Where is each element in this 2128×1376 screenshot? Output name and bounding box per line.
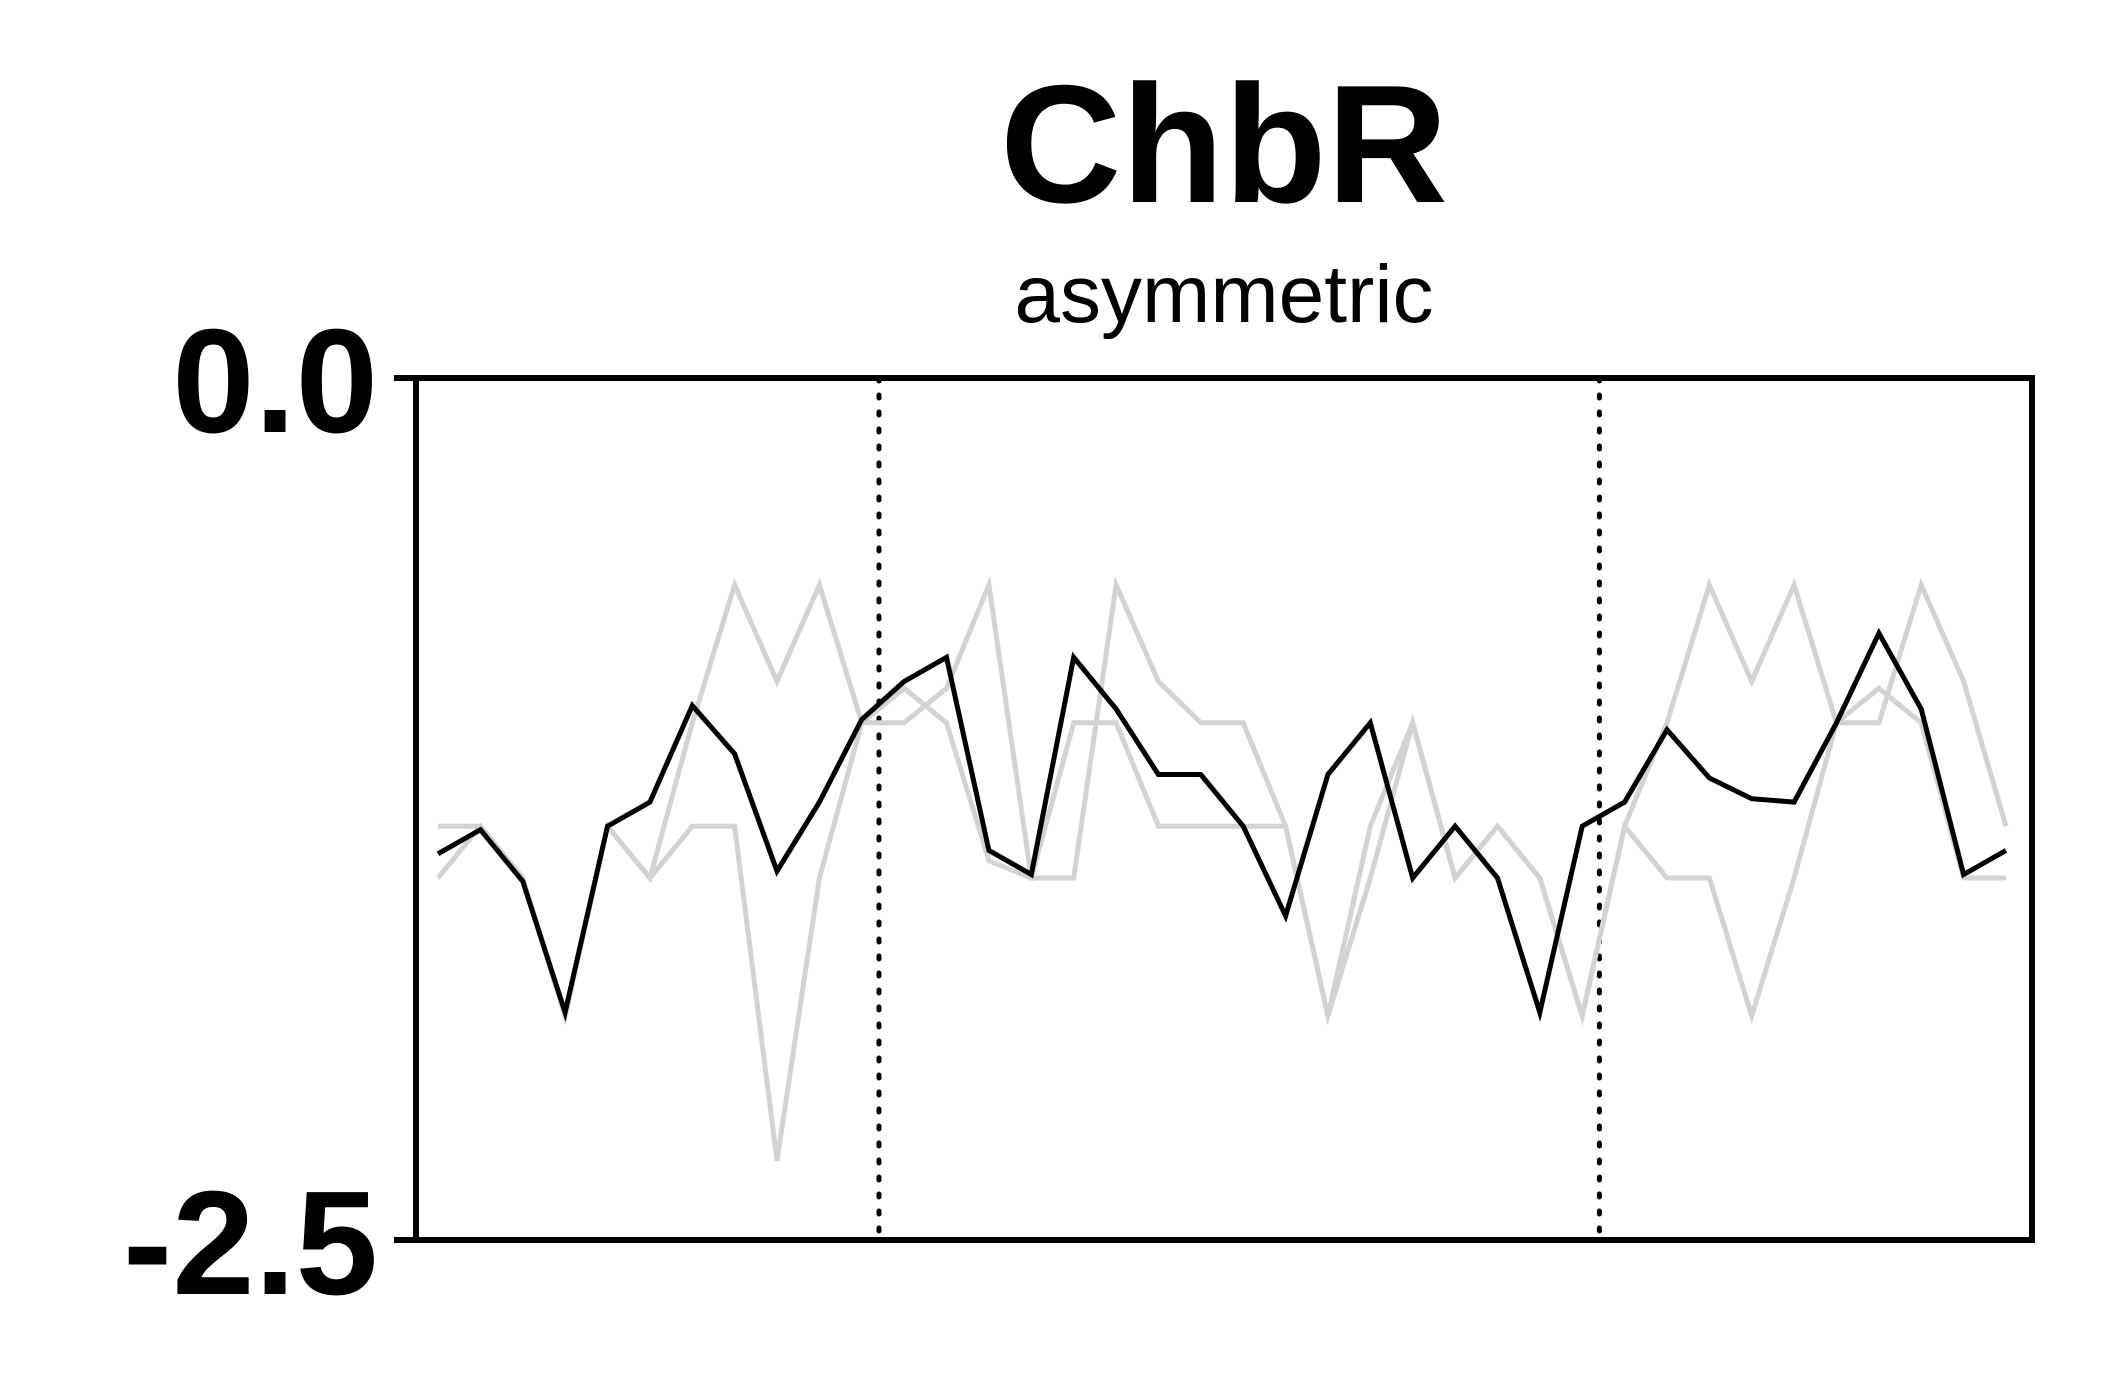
y-tick-label-2: -2.5: [123, 1161, 378, 1326]
series-line-upper-band: [438, 575, 2009, 1026]
y-axis: 0.0 -2.5: [123, 299, 416, 1326]
y-tick-label-1: 0.0: [172, 299, 378, 464]
series-line-lower-band: [436, 685, 2006, 1162]
series-line-mean: [436, 627, 2008, 1022]
plot-area: [436, 375, 2009, 1243]
chart-title: ChbR: [1000, 50, 1448, 238]
chart-subtitle: asymmetric: [1014, 249, 1433, 340]
plot-frame: [413, 375, 2035, 1243]
